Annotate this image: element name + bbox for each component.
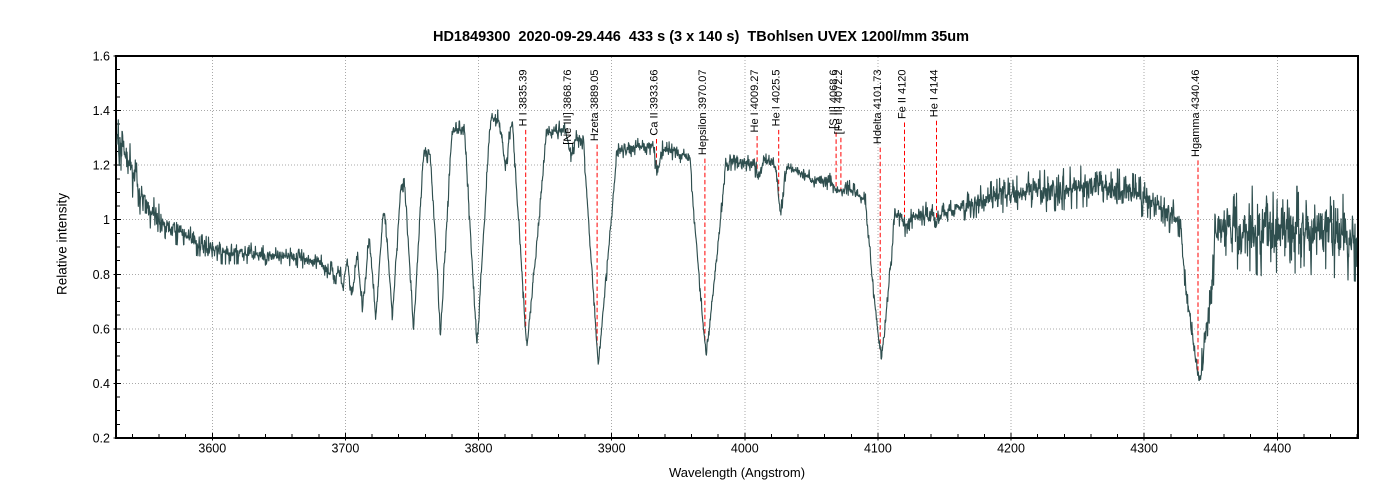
- svg-text:1: 1: [103, 213, 110, 227]
- svg-text:H I 3835.39: H I 3835.39: [518, 70, 530, 127]
- svg-text:4400: 4400: [1263, 442, 1291, 456]
- svg-text:He I 4009.27: He I 4009.27: [749, 70, 761, 133]
- svg-text:0.6: 0.6: [93, 322, 110, 336]
- svg-text:[Fe II] 4072.2: [Fe II] 4072.2: [833, 70, 845, 135]
- svg-text:4000: 4000: [731, 442, 759, 456]
- svg-text:1.2: 1.2: [93, 159, 110, 173]
- svg-text:He I 4025.5: He I 4025.5: [771, 70, 783, 127]
- svg-text:[S II] 4068.6: [S II] 4068.6: [828, 70, 840, 129]
- svg-text:Ca II 3933.66: Ca II 3933.66: [649, 70, 661, 136]
- svg-text:Wavelength (Angstrom): Wavelength (Angstrom): [669, 465, 805, 480]
- svg-text:4300: 4300: [1130, 442, 1158, 456]
- svg-text:3900: 3900: [598, 442, 626, 456]
- svg-text:1.4: 1.4: [93, 104, 110, 118]
- svg-text:3600: 3600: [198, 442, 226, 456]
- svg-text:3700: 3700: [331, 442, 359, 456]
- svg-text:Hzeta 3889.05: Hzeta 3889.05: [589, 70, 601, 142]
- svg-text:HD1849300 2020-09-29.446 433: HD1849300 2020-09-29.446 433 s (3 x 140 …: [433, 29, 969, 45]
- svg-text:3800: 3800: [465, 442, 493, 456]
- svg-text:Hgamma 4340.46: Hgamma 4340.46: [1190, 70, 1202, 157]
- svg-text:0.4: 0.4: [93, 377, 110, 391]
- svg-text:He I 4144: He I 4144: [929, 70, 941, 118]
- svg-text:0.8: 0.8: [93, 268, 110, 282]
- svg-text:1.6: 1.6: [93, 50, 110, 64]
- svg-text:0.2: 0.2: [93, 432, 110, 446]
- svg-text:Fe II 4120: Fe II 4120: [897, 70, 909, 120]
- svg-text:[Ne III] 3868.76: [Ne III] 3868.76: [562, 70, 574, 145]
- svg-text:4200: 4200: [997, 442, 1025, 456]
- svg-text:Hdelta 4101.73: Hdelta 4101.73: [872, 70, 884, 145]
- svg-text:Relative intensity: Relative intensity: [55, 193, 70, 295]
- svg-text:4100: 4100: [864, 442, 892, 456]
- svg-text:Hepsilon 3970.07: Hepsilon 3970.07: [697, 70, 709, 156]
